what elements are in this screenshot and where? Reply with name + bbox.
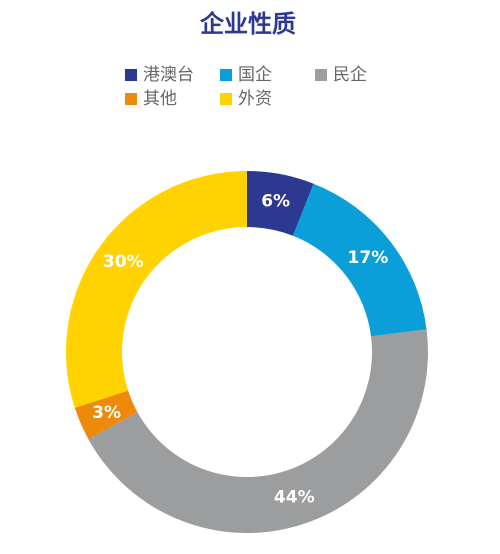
donut-segment — [65, 171, 247, 408]
donut-segment — [247, 171, 314, 236]
donut-segment — [74, 390, 138, 440]
legend-swatch — [220, 69, 232, 81]
chart-title: 企业性质 — [200, 10, 296, 38]
legend-swatch — [315, 69, 327, 81]
legend-swatch — [125, 69, 137, 81]
legend-label: 国企 — [238, 65, 272, 85]
value-label: 30% — [103, 252, 144, 272]
value-label: 44% — [274, 488, 315, 508]
donut-segment — [88, 329, 428, 534]
legend-label: 民企 — [333, 65, 367, 85]
legend-swatch — [125, 93, 137, 105]
value-label: 17% — [348, 248, 389, 268]
legend-label: 外资 — [238, 89, 272, 109]
donut-segment — [293, 183, 427, 337]
legend-label: 港澳台 — [143, 65, 194, 85]
legend-swatch — [220, 93, 232, 105]
value-label: 6% — [261, 192, 290, 212]
value-label: 3% — [92, 403, 121, 423]
legend-label: 其他 — [143, 89, 177, 109]
